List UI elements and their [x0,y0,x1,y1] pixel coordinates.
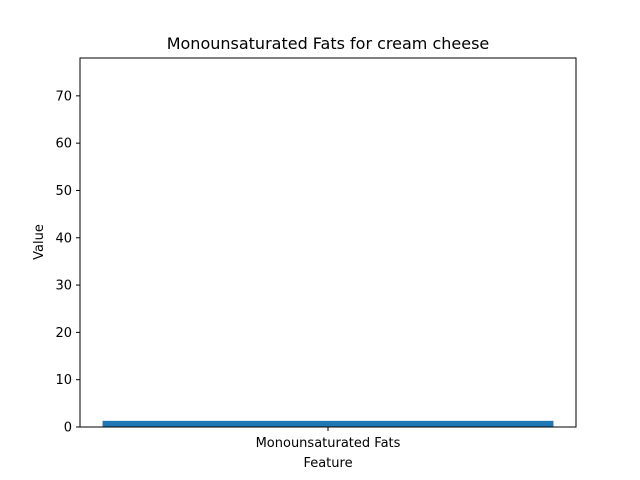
bar [102,420,554,427]
chart-title: Monounsaturated Fats for cream cheese [167,34,490,53]
y-tick-label: 40 [55,231,72,246]
y-tick-label: 30 [55,279,72,294]
y-axis-ticks: 0 10 20 30 40 50 60 70 [55,89,80,436]
y-tick-label: 70 [55,89,72,104]
x-axis-label: Feature [303,456,352,471]
y-tick-label: 20 [55,326,72,341]
y-tick-label: 60 [55,137,72,152]
y-tick-label: 0 [64,421,72,436]
x-axis-ticks: Monounsaturated Fats [256,427,401,451]
bars-group [102,420,554,427]
x-tick-label: Monounsaturated Fats [256,436,401,451]
y-tick-label: 10 [55,373,72,388]
plot-area-frame [79,57,577,428]
y-axis-label: Value [32,224,47,260]
y-tick-label: 50 [55,184,72,199]
